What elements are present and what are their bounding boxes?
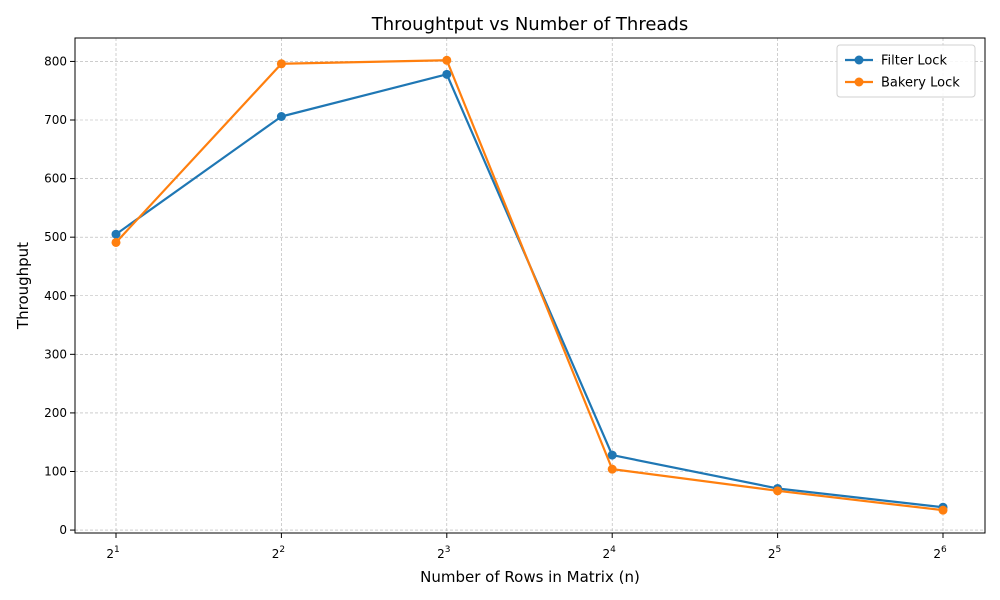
x-tick-exponent: 4	[610, 545, 616, 555]
y-tick-label: 400	[44, 289, 67, 303]
x-tick-exponent: 5	[776, 545, 782, 555]
y-axis-ticks: 0 100 200 300 400 500 600 700 800	[44, 54, 75, 537]
x-tick-exponent: 3	[445, 545, 451, 555]
y-tick-label: 300	[44, 347, 67, 361]
grid-lines	[75, 38, 985, 533]
data-point-bakery-lock	[276, 59, 286, 69]
data-point-bakery-lock	[773, 486, 783, 496]
x-tick-label: 23	[437, 545, 450, 561]
y-tick-label: 600	[44, 172, 67, 186]
series-layer	[111, 55, 948, 515]
x-tick-base: 2	[106, 547, 114, 561]
data-point-bakery-lock	[607, 464, 617, 474]
x-tick-label: 21	[106, 545, 119, 561]
y-tick-label: 700	[44, 113, 67, 127]
data-point-bakery-lock	[938, 505, 948, 515]
data-point-filter-lock	[276, 111, 286, 121]
legend-marker-bakery-lock	[854, 77, 864, 87]
y-axis-label: Throughput	[14, 242, 32, 330]
legend-box	[836, 44, 976, 98]
legend-label-bakery-lock: Bakery Lock	[881, 76, 960, 91]
x-tick-base: 2	[437, 547, 445, 561]
y-tick-label: 100	[44, 464, 67, 478]
series-line-bakery-lock	[115, 59, 944, 512]
x-tick-label: 25	[768, 545, 781, 561]
x-axis-ticks: 21 22 23 24 25 26	[106, 533, 947, 561]
chart-title: Throughtput vs Number of Threads	[371, 14, 689, 35]
series-bakery-lock	[111, 55, 948, 515]
x-tick-base: 2	[603, 547, 611, 561]
data-point-filter-lock	[607, 450, 617, 460]
x-tick-base: 2	[272, 547, 280, 561]
x-tick-label: 26	[933, 545, 947, 561]
legend: Filter Lock Bakery Lock	[836, 44, 976, 98]
x-tick-base: 2	[768, 547, 776, 561]
legend-label-filter-lock: Filter Lock	[881, 54, 947, 69]
plot-area-frame	[74, 37, 986, 534]
y-tick-label: 200	[44, 406, 67, 420]
data-point-bakery-lock	[111, 237, 121, 247]
x-tick-exponent: 2	[279, 545, 285, 555]
x-tick-base: 2	[933, 547, 941, 561]
x-tick-label: 24	[603, 545, 617, 561]
y-tick-label: 800	[44, 54, 67, 68]
x-tick-exponent: 6	[941, 545, 947, 555]
x-tick-label: 22	[272, 545, 285, 561]
legend-marker-filter-lock	[854, 55, 864, 65]
data-point-bakery-lock	[442, 55, 452, 65]
y-tick-label: 500	[44, 230, 67, 244]
x-tick-exponent: 1	[114, 545, 120, 555]
y-tick-label: 0	[59, 523, 67, 537]
data-point-filter-lock	[442, 69, 452, 79]
data-point-filter-lock	[111, 229, 121, 239]
x-axis-label: Number of Rows in Matrix (n)	[420, 568, 640, 586]
